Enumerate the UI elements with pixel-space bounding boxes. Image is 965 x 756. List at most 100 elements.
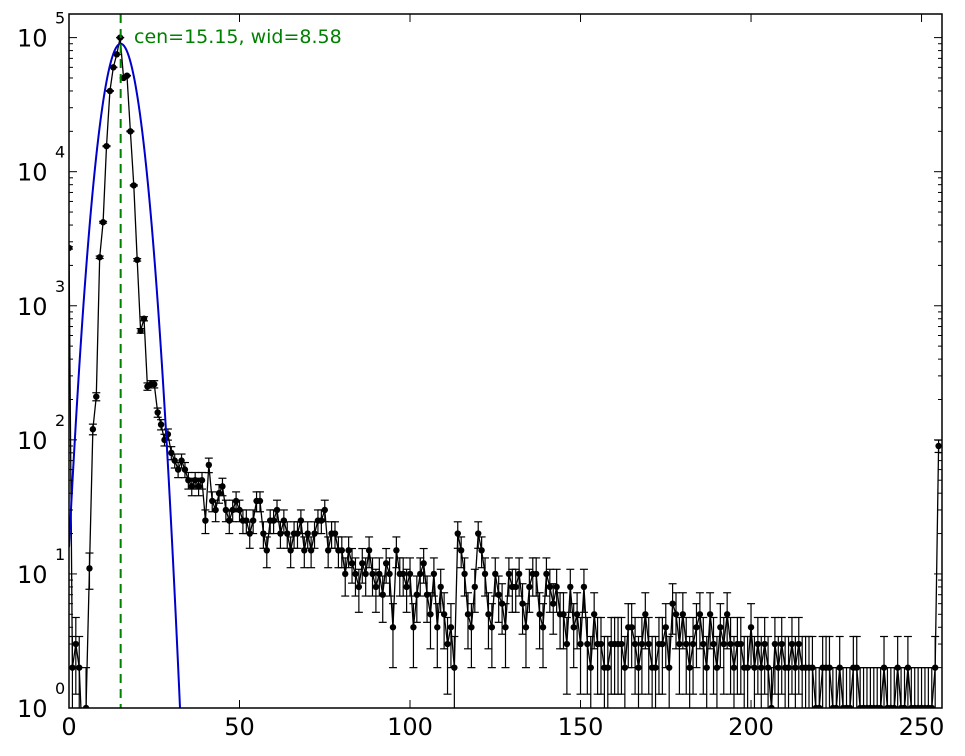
data-point	[901, 704, 908, 708]
data-point	[413, 591, 421, 598]
data-point	[127, 128, 134, 135]
data-point	[106, 87, 114, 95]
plot-frame	[68, 13, 943, 709]
data-point	[696, 611, 704, 618]
data-point	[93, 393, 100, 400]
data-point	[717, 624, 724, 631]
data-point	[584, 640, 591, 648]
data-point	[553, 583, 560, 591]
x-tick-label: 250	[899, 713, 945, 741]
data-point	[580, 583, 588, 591]
data-point	[570, 624, 577, 631]
data-point	[631, 640, 639, 648]
data-point	[406, 570, 414, 578]
data-point	[393, 547, 400, 554]
data-point	[693, 624, 700, 631]
data-point	[676, 640, 683, 648]
data-point	[560, 611, 567, 618]
data-point	[686, 664, 693, 671]
data-point	[754, 640, 762, 648]
data-point	[270, 517, 277, 524]
data-point	[181, 466, 189, 473]
data-point	[495, 591, 502, 598]
data-point	[137, 327, 144, 335]
data-point	[546, 583, 554, 591]
data-point	[461, 570, 468, 578]
data-point	[485, 611, 492, 618]
data-point	[365, 547, 373, 554]
data-point	[209, 497, 216, 505]
data-point	[249, 517, 257, 524]
data-point	[652, 664, 659, 671]
data-point	[931, 664, 939, 671]
data-point	[331, 530, 339, 537]
data-point	[567, 583, 574, 591]
y-tick-label: 10	[17, 561, 48, 589]
data-point	[488, 624, 496, 631]
data-point	[730, 664, 738, 671]
data-point	[243, 517, 250, 524]
data-point	[417, 570, 424, 578]
y-tick-exponent: 4	[55, 143, 65, 162]
data-point	[563, 640, 571, 648]
data-point	[642, 611, 649, 618]
gaussian-fit-line	[69, 42, 182, 708]
data-point	[342, 570, 349, 578]
data-point	[700, 640, 707, 648]
data-point	[833, 704, 840, 708]
data-point	[768, 704, 775, 708]
data-point	[151, 381, 158, 388]
data-point	[454, 530, 461, 537]
data-point	[536, 611, 543, 618]
data-point	[573, 611, 581, 618]
data-point	[723, 611, 731, 618]
data-point	[532, 570, 540, 578]
data-point	[785, 664, 792, 671]
data-point	[689, 640, 697, 648]
data-point	[82, 704, 90, 708]
data-point	[355, 583, 363, 591]
data-point	[86, 565, 93, 572]
data-point	[679, 611, 687, 618]
data-point	[76, 664, 83, 671]
data-point	[219, 483, 226, 490]
data-point	[720, 640, 727, 648]
data-point	[427, 611, 434, 618]
data-point	[263, 547, 270, 554]
data-point	[304, 530, 311, 537]
data-point	[795, 640, 802, 648]
data-point	[430, 570, 438, 578]
data-point	[382, 560, 390, 567]
data-point	[877, 704, 884, 708]
data-point	[710, 640, 717, 648]
data-point	[72, 640, 80, 648]
data-point	[635, 664, 642, 671]
data-point	[134, 256, 141, 264]
data-point	[515, 570, 523, 578]
data-point	[379, 591, 386, 598]
data-point	[502, 624, 509, 631]
data-point	[318, 517, 325, 524]
data-point	[846, 704, 854, 708]
data-point	[665, 664, 673, 671]
data-point	[113, 51, 120, 58]
data-point	[550, 600, 557, 607]
data-point	[638, 640, 646, 648]
data-point	[212, 506, 219, 514]
data-point	[440, 611, 448, 618]
data-point	[226, 517, 233, 524]
data-point	[788, 640, 796, 648]
x-tick-label: 150	[558, 713, 604, 741]
data-point	[103, 142, 110, 150]
data-point	[321, 506, 328, 514]
fit-annotation: cen=15.15, wid=8.58	[134, 26, 342, 48]
y-tick-label: 10	[17, 427, 48, 455]
data-point	[273, 506, 281, 514]
y-tick-exponent: 1	[55, 545, 65, 564]
y-tick-label: 10	[17, 695, 48, 723]
data-point	[662, 624, 669, 631]
data-point	[280, 517, 288, 524]
data-point	[669, 600, 676, 607]
data-point	[468, 624, 475, 631]
